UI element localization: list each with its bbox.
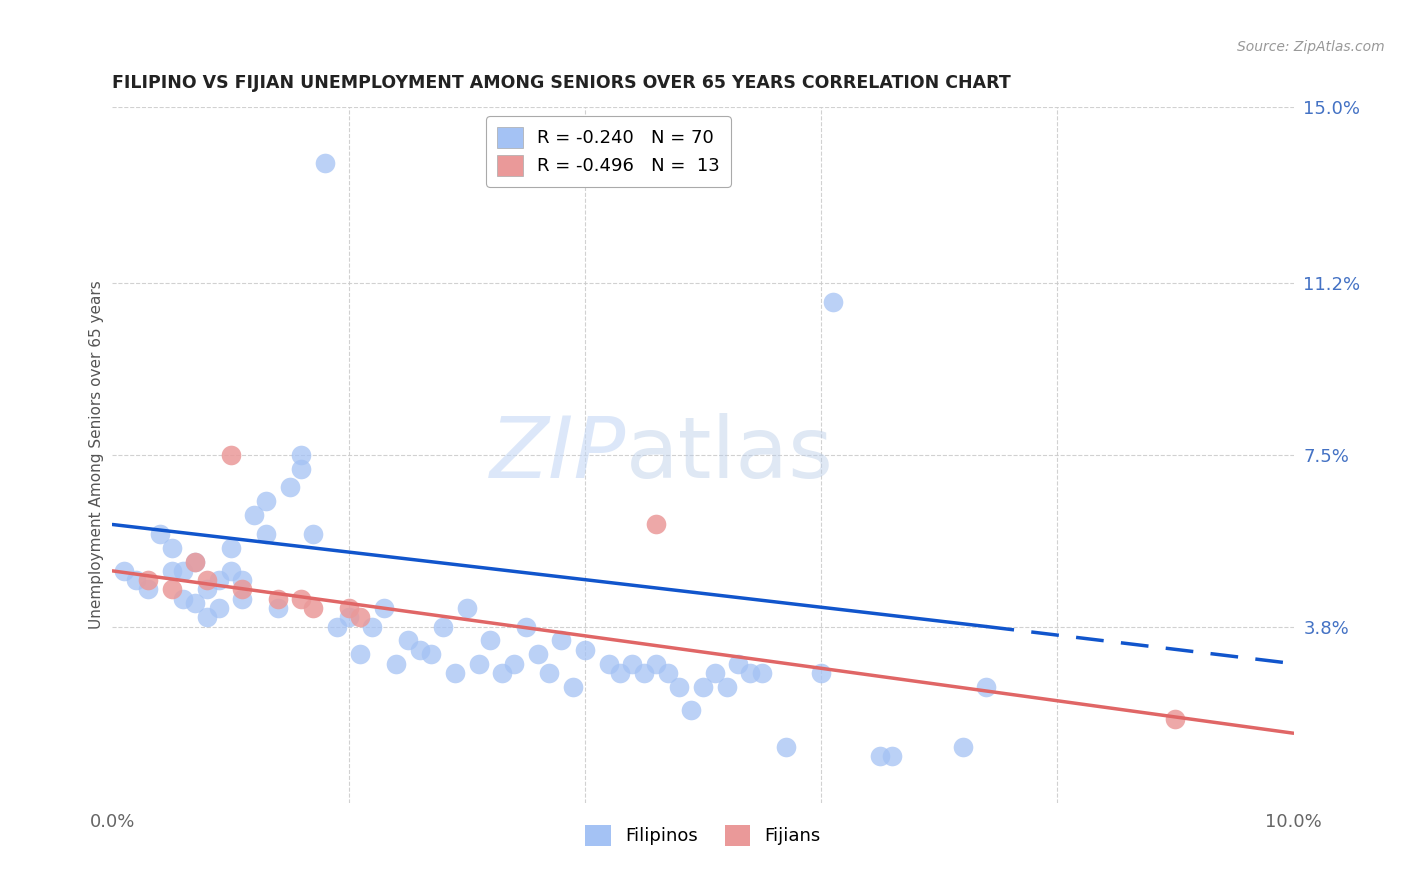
Point <box>467 657 489 671</box>
Legend: Filipinos, Fijians: Filipinos, Fijians <box>578 818 828 853</box>
Point <box>385 657 408 671</box>
Point <box>479 633 502 648</box>
Point <box>136 582 159 597</box>
Point <box>432 619 454 633</box>
Point <box>692 680 714 694</box>
Point <box>195 582 218 597</box>
Point <box>420 648 443 662</box>
Point <box>727 657 749 671</box>
Point <box>208 573 231 587</box>
Point <box>408 642 430 657</box>
Point <box>562 680 585 694</box>
Point <box>609 665 631 680</box>
Point <box>550 633 572 648</box>
Point <box>219 541 242 555</box>
Point <box>668 680 690 694</box>
Point <box>456 601 478 615</box>
Point <box>503 657 526 671</box>
Text: atlas: atlas <box>626 413 834 497</box>
Point <box>290 448 312 462</box>
Point <box>657 665 679 680</box>
Point <box>621 657 644 671</box>
Point <box>326 619 349 633</box>
Point <box>515 619 537 633</box>
Point <box>526 648 548 662</box>
Point <box>538 665 561 680</box>
Point <box>184 555 207 569</box>
Point <box>112 564 135 578</box>
Point <box>290 591 312 606</box>
Point <box>396 633 419 648</box>
Point <box>869 749 891 764</box>
Point <box>644 657 666 671</box>
Point <box>444 665 467 680</box>
Point <box>149 526 172 541</box>
Text: FILIPINO VS FIJIAN UNEMPLOYMENT AMONG SENIORS OVER 65 YEARS CORRELATION CHART: FILIPINO VS FIJIAN UNEMPLOYMENT AMONG SE… <box>112 74 1011 92</box>
Point <box>243 508 266 523</box>
Point <box>290 462 312 476</box>
Point <box>219 564 242 578</box>
Point <box>125 573 148 587</box>
Point <box>952 740 974 755</box>
Point <box>195 610 218 624</box>
Point <box>254 526 277 541</box>
Point <box>160 541 183 555</box>
Point <box>337 610 360 624</box>
Point <box>136 573 159 587</box>
Point <box>302 601 325 615</box>
Point <box>337 601 360 615</box>
Point <box>491 665 513 680</box>
Point <box>231 591 253 606</box>
Point <box>314 155 336 169</box>
Point <box>184 555 207 569</box>
Point <box>976 680 998 694</box>
Point <box>821 294 844 309</box>
Text: Source: ZipAtlas.com: Source: ZipAtlas.com <box>1237 40 1385 54</box>
Point <box>254 494 277 508</box>
Point <box>267 601 290 615</box>
Point <box>172 591 194 606</box>
Point <box>160 564 183 578</box>
Point <box>775 740 797 755</box>
Point <box>172 564 194 578</box>
Y-axis label: Unemployment Among Seniors over 65 years: Unemployment Among Seniors over 65 years <box>89 281 104 629</box>
Point <box>278 480 301 494</box>
Point <box>160 582 183 597</box>
Point <box>598 657 620 671</box>
Point <box>644 517 666 532</box>
Point <box>231 582 253 597</box>
Point <box>184 596 207 610</box>
Point <box>810 665 832 680</box>
Point <box>716 680 738 694</box>
Point <box>267 591 290 606</box>
Text: ZIP: ZIP <box>489 413 626 497</box>
Point <box>231 573 253 587</box>
Point <box>349 610 371 624</box>
Point <box>1164 712 1187 726</box>
Point <box>349 648 371 662</box>
Point <box>880 749 903 764</box>
Point <box>740 665 762 680</box>
Point <box>219 448 242 462</box>
Point <box>373 601 395 615</box>
Point <box>302 526 325 541</box>
Point <box>208 601 231 615</box>
Point <box>703 665 725 680</box>
Point <box>751 665 773 680</box>
Point <box>574 642 596 657</box>
Point <box>681 703 703 717</box>
Point <box>195 573 218 587</box>
Point <box>633 665 655 680</box>
Point <box>361 619 384 633</box>
